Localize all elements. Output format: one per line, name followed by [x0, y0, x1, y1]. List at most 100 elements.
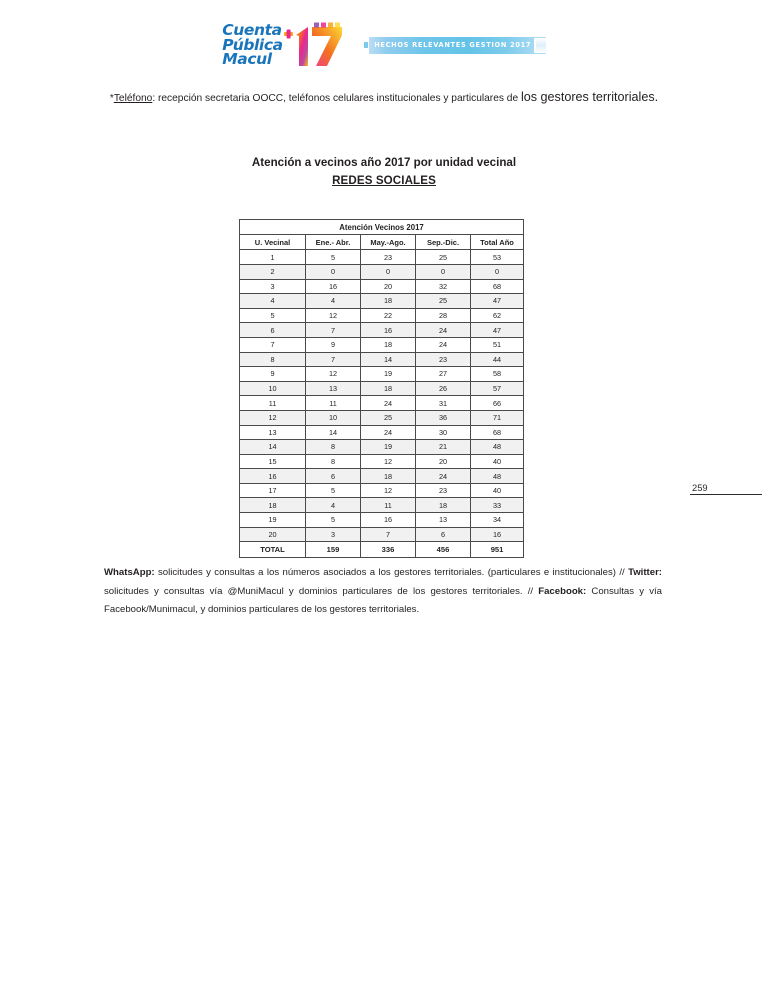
table-row: 3 16 20 32 68 — [239, 278, 525, 295]
table-cell: 25 — [415, 249, 471, 265]
page-number-value: 259 — [692, 482, 708, 493]
table-cell: 40 — [469, 482, 525, 499]
banner-label: HECHOS RELEVANTES GESTION 2017 — [374, 41, 532, 49]
table-cell: 12 — [239, 409, 306, 426]
atencion-vecinos-table: Atención Vecinos 2017 U. Vecinal Ene.- A… — [238, 219, 525, 558]
table-cell: 36 — [415, 409, 471, 426]
column-header-u-vecinal: U. Vecinal — [239, 233, 306, 251]
table-row: 9 12 19 27 58 — [239, 366, 525, 382]
table-cell: 7 — [360, 526, 416, 543]
table-cell: 12 — [360, 482, 416, 499]
table-row: 6 7 16 24 47 — [239, 322, 525, 338]
table-cell: 4 — [239, 293, 306, 309]
table-cell: 25 — [360, 409, 416, 426]
column-header-total-ano: Total Año — [469, 233, 525, 251]
table-cell: 19 — [360, 366, 416, 382]
table-cell: 58 — [469, 366, 525, 382]
table-cell: 12 — [360, 453, 416, 470]
table-cell: 24 — [360, 395, 416, 411]
table-cell: 5 — [305, 249, 361, 265]
table-cell: 4 — [305, 497, 361, 514]
table-cell: 48 — [469, 439, 525, 455]
table-cell: 1 — [239, 249, 306, 265]
table-cell: 7 — [305, 322, 361, 338]
logo-line-publica: Pública — [222, 35, 283, 54]
table-cell: 20 — [415, 453, 471, 470]
table-row: 11 11 24 31 66 — [239, 395, 525, 411]
page-header: Cuenta Pública Macul — [0, 16, 768, 74]
table-cell: 16 — [469, 526, 525, 543]
table-row: 14 8 19 21 48 — [239, 439, 525, 455]
table-head: Atención Vecinos 2017 U. Vecinal Ene.- A… — [238, 219, 525, 251]
table-title: Atención Vecinos 2017 — [238, 219, 525, 235]
table-row: 16 6 18 24 48 — [239, 468, 525, 484]
table-cell: 34 — [469, 512, 525, 528]
table-cell: 47 — [469, 322, 525, 338]
table-cell: 15 — [239, 453, 306, 470]
table-cell: 68 — [469, 278, 525, 295]
table-cell: 8 — [305, 439, 361, 455]
table-cell: 20 — [239, 526, 306, 543]
table-cell: 31 — [415, 395, 471, 411]
table-cell: 12 — [305, 307, 361, 324]
table-cell: 10 — [305, 409, 361, 426]
table-cell: 14 — [360, 351, 416, 368]
page-number-rule — [690, 494, 762, 495]
table-body: 1 5 23 25 53 2 0 0 0 0 3 16 20 32 68 4 4 18 25 47 5 12 22 28 62 6… — [239, 249, 525, 558]
table-cell: 32 — [415, 278, 471, 295]
table-cell: 8 — [239, 351, 306, 368]
table-cell: 16 — [360, 322, 416, 338]
table-cell: 18 — [360, 380, 416, 397]
intro-body: : recepción secretaria OOCC, teléfonos c… — [152, 93, 521, 104]
table-cell: 51 — [469, 336, 525, 353]
table-cell: 53 — [469, 249, 525, 265]
table-cell: 11 — [360, 497, 416, 514]
table-cell: 5 — [305, 512, 361, 528]
table-cell: 26 — [415, 380, 471, 397]
twitter-label: Twitter: — [628, 567, 662, 578]
table-cell: 7 — [305, 351, 361, 368]
table-cell: 0 — [469, 263, 525, 280]
table-row: 20 3 7 6 16 — [239, 526, 525, 543]
intro-asterisk: * — [109, 93, 114, 104]
table-cell: 13 — [305, 380, 361, 397]
table-cell: 16 — [305, 278, 361, 295]
table-cell: 14 — [305, 424, 361, 441]
table-cell: 19 — [239, 512, 306, 528]
table-cell: 47 — [469, 293, 525, 309]
table-cell: 23 — [360, 249, 416, 265]
table-cell: 11 — [239, 395, 306, 411]
table-cell: 4 — [305, 293, 361, 309]
table-cell: 5 — [239, 307, 306, 324]
table-cell: 0 — [360, 263, 416, 280]
twitter-text: solicitudes y consultas vía @MuniMacul y… — [104, 585, 539, 597]
intro-emphasis: los gestores territoriales. — [520, 90, 659, 104]
table-cell: 6 — [415, 526, 471, 543]
logo-line-macul: Macul — [222, 50, 272, 69]
table-row: 12 10 25 36 71 — [239, 409, 525, 426]
banner-right-cap — [533, 37, 546, 53]
table-cell: 44 — [469, 351, 525, 368]
table-total-cell: 456 — [415, 541, 471, 558]
table-row: 17 5 12 23 40 — [239, 482, 525, 499]
table-cell: 71 — [469, 409, 525, 426]
logo-mark: Cuenta Pública Macul — [222, 22, 345, 68]
table-row: 7 9 18 24 51 — [239, 336, 525, 353]
table-cell: 20 — [360, 278, 416, 295]
table-row: 13 14 24 30 68 — [239, 424, 525, 441]
table-cell: 14 — [239, 439, 306, 455]
table-cell: 62 — [469, 307, 525, 324]
table-row: 1 5 23 25 53 — [239, 249, 525, 265]
table-cell: 6 — [305, 468, 361, 484]
table-total-cell: 336 — [360, 541, 416, 558]
logo-line-cuenta: Cuenta — [222, 21, 282, 40]
atencion-vecinos-table-wrapper: Atención Vecinos 2017 U. Vecinal Ene.- A… — [238, 219, 525, 558]
table-cell: 19 — [360, 439, 416, 455]
table-cell: 8 — [305, 453, 361, 470]
table-cell: 22 — [360, 307, 416, 324]
table-cell: 5 — [305, 482, 361, 499]
table-cell: 33 — [469, 497, 525, 514]
table-cell: 3 — [239, 278, 306, 295]
